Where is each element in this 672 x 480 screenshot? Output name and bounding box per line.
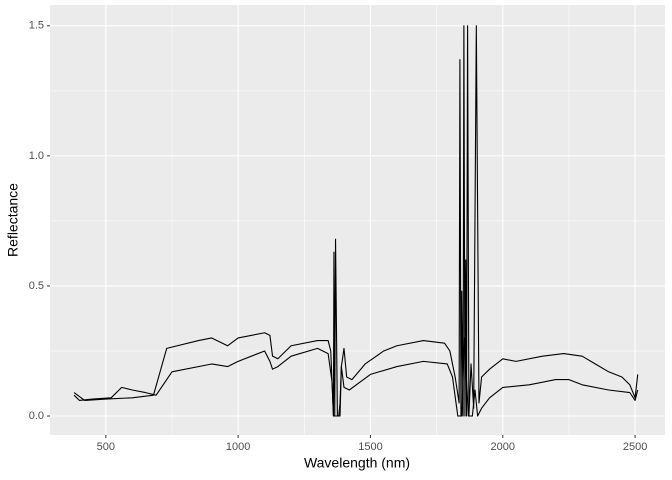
x-tick-label: 2000 [491, 441, 515, 453]
y-tick-label: 1.5 [29, 20, 44, 32]
x-tick-label: 1000 [226, 441, 250, 453]
panel [50, 5, 665, 435]
y-tick-label: 0.0 [29, 410, 44, 422]
spectrum-line [73, 337, 639, 417]
x-tick-label: 1500 [358, 441, 382, 453]
y-axis-label: Reflectance [5, 183, 21, 257]
y-tick-label: 0.5 [29, 280, 44, 292]
x-axis-label: Wavelength (nm) [304, 455, 410, 471]
y-tick-label: 1.0 [29, 150, 44, 162]
x-tick-label: 2500 [623, 441, 647, 453]
spectrum-line [73, 25, 639, 417]
x-tick-label: 500 [97, 441, 115, 453]
